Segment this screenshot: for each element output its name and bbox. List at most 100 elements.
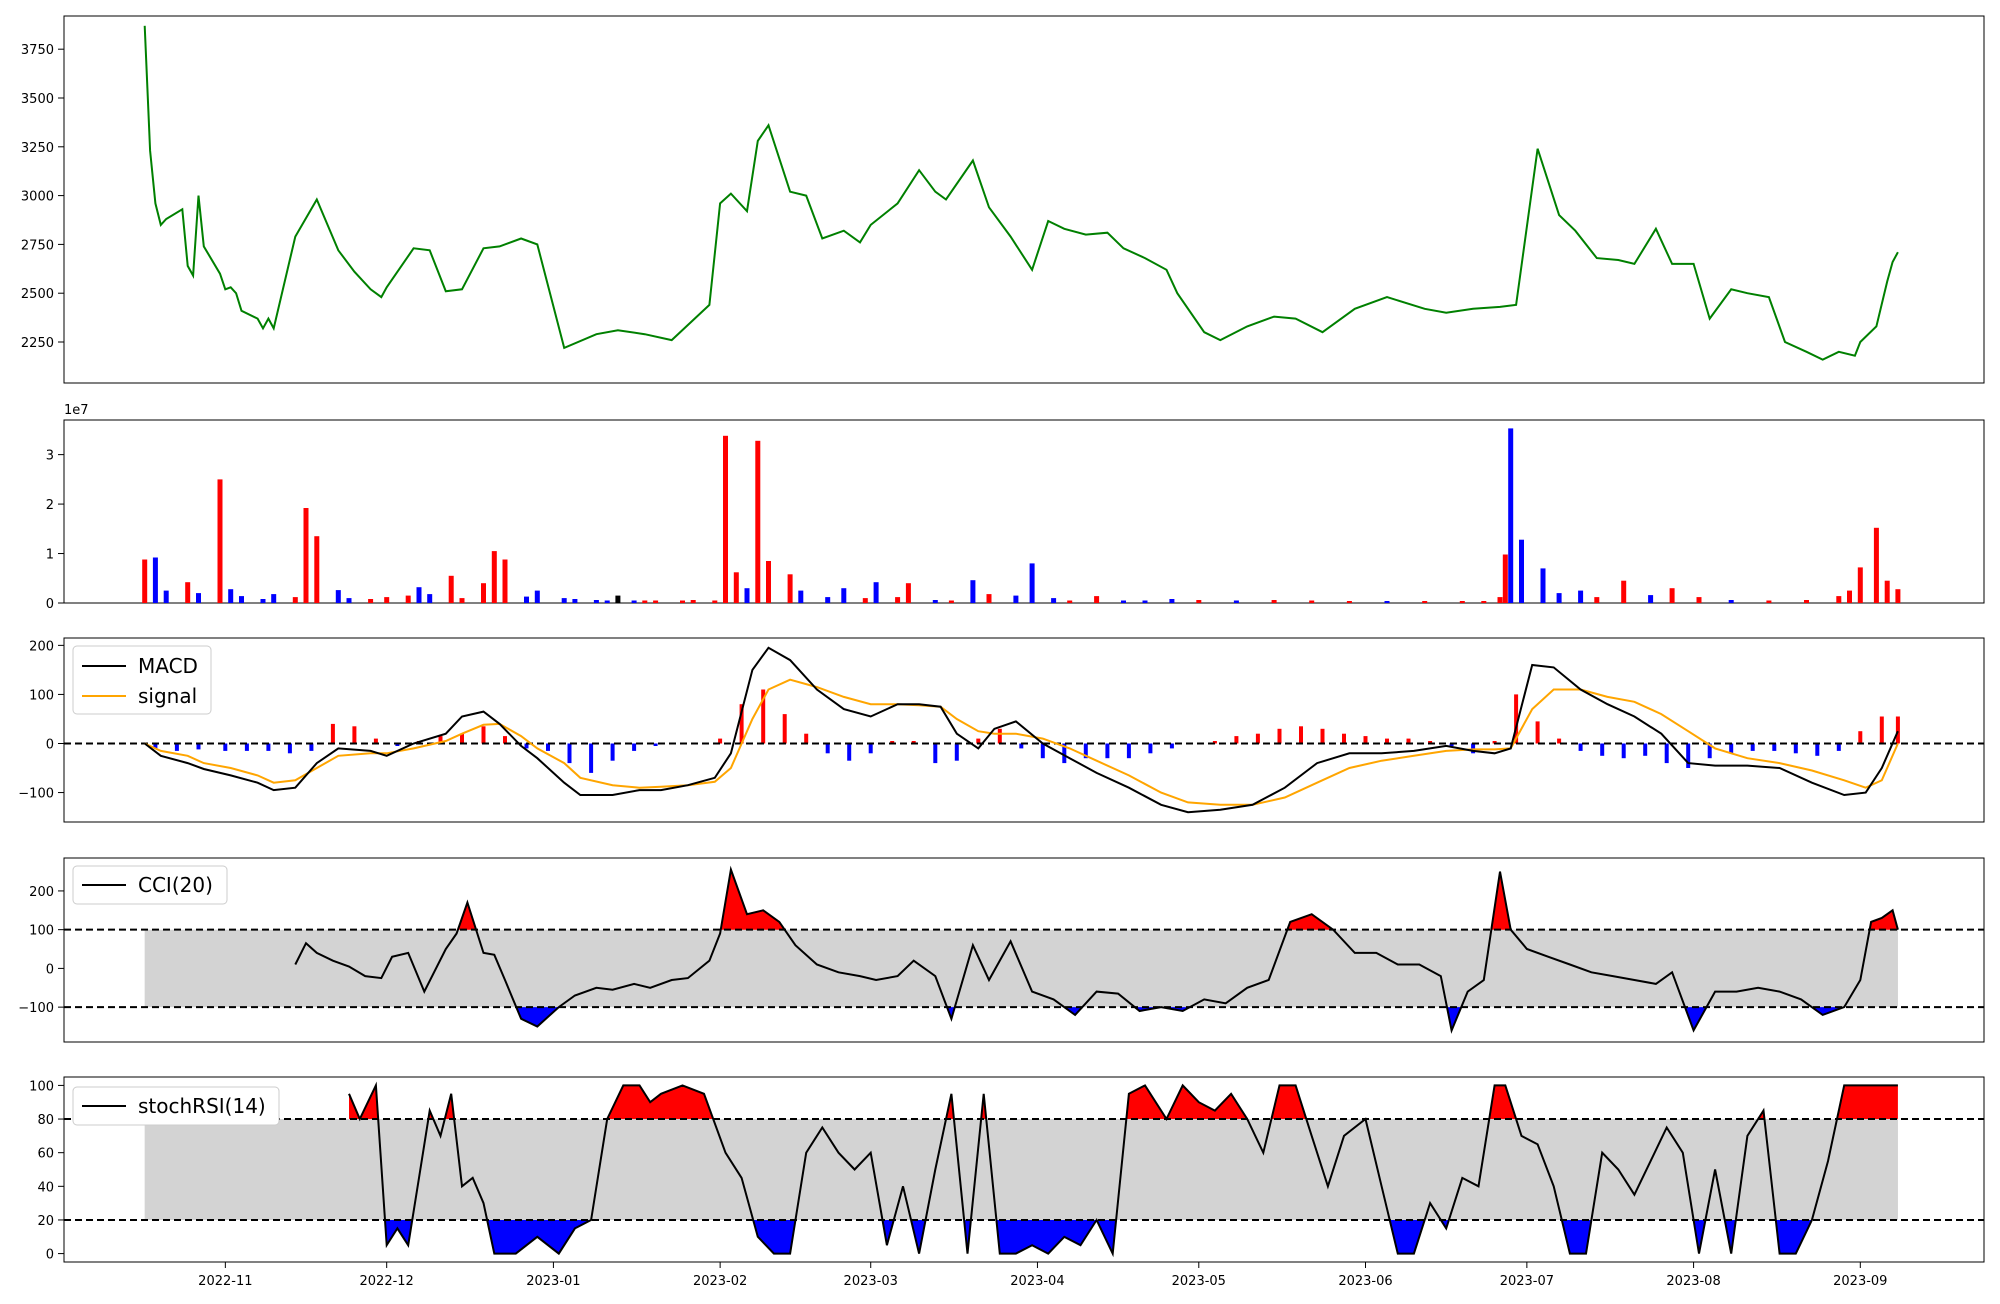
y-tick-label: 3 bbox=[46, 449, 54, 464]
macd-histogram-bar bbox=[1600, 743, 1605, 756]
stochrsi-series bbox=[64, 1081, 1984, 1258]
macd-histogram-bar bbox=[1772, 743, 1777, 751]
stochrsi-overbought-fill bbox=[1126, 1085, 1248, 1119]
cci-panel: −100 0 100 200 CCI(20) bbox=[18, 857, 1985, 1043]
cci-overbought-fill bbox=[1287, 914, 1334, 930]
macd-histogram-bar bbox=[266, 743, 271, 751]
volume-bar bbox=[1481, 601, 1487, 603]
macd-histogram-bar bbox=[1750, 743, 1755, 751]
stochrsi-oversold-fill bbox=[1693, 1220, 1706, 1254]
stochrsi-oversold-fill bbox=[487, 1220, 592, 1254]
stochrsi-axes-frame bbox=[63, 1076, 1985, 1263]
x-tick-label: 2022-12 bbox=[360, 1274, 414, 1289]
y-tick-label: 100 bbox=[29, 1079, 54, 1094]
cci-oversold-fill bbox=[516, 1007, 559, 1027]
volume-bar bbox=[1121, 600, 1126, 603]
volume-bar bbox=[561, 598, 567, 603]
signal-line bbox=[144, 678, 1899, 806]
macd-histogram-bar bbox=[1514, 694, 1519, 744]
stochrsi-oversold-fill bbox=[1775, 1220, 1812, 1254]
macd-histogram-bar bbox=[1621, 743, 1626, 759]
price-y-ticks: 2250 2500 2750 3000 3250 3500 3750 bbox=[21, 43, 64, 351]
volume-bar bbox=[163, 590, 169, 603]
macd-histogram-bar bbox=[1895, 716, 1900, 744]
volume-bar bbox=[1142, 600, 1148, 603]
volume-bar bbox=[1013, 595, 1019, 603]
volume-bar bbox=[1873, 527, 1879, 603]
volume-bar bbox=[1497, 597, 1503, 603]
y-tick-label: 1 bbox=[46, 548, 54, 563]
x-tick-label: 2023-07 bbox=[1500, 1274, 1554, 1289]
macd-histogram-bar bbox=[911, 741, 916, 744]
macd-histogram-bar bbox=[976, 738, 981, 744]
volume-bar bbox=[292, 597, 298, 603]
volume-bar bbox=[1857, 567, 1863, 603]
macd-histogram-bar bbox=[196, 743, 201, 750]
macd-histogram-bar bbox=[632, 743, 637, 751]
volume-bar bbox=[744, 588, 750, 603]
macd-histogram-bar bbox=[868, 743, 873, 754]
volume-bar bbox=[384, 597, 390, 603]
volume-bar bbox=[303, 508, 309, 603]
macd-histogram-bar bbox=[1105, 743, 1110, 759]
macd-histogram-bar bbox=[1212, 741, 1217, 744]
macd-histogram-bar bbox=[287, 743, 292, 754]
y-tick-label: 2250 bbox=[21, 336, 54, 351]
macd-histogram-bar bbox=[1836, 743, 1841, 751]
volume-bar bbox=[895, 597, 901, 603]
volume-bar bbox=[572, 599, 578, 603]
macd-histogram-bar bbox=[1449, 743, 1454, 746]
volume-bar bbox=[1766, 600, 1772, 603]
stochrsi-overbought-fill bbox=[607, 1085, 714, 1119]
volume-bar bbox=[1271, 600, 1277, 603]
macd-histogram-bar bbox=[589, 743, 594, 773]
volume-bar bbox=[948, 600, 954, 603]
macd-histogram-bar bbox=[954, 743, 959, 761]
macd-histogram-bar bbox=[481, 726, 486, 744]
volume-bar bbox=[1169, 599, 1175, 603]
volume-bar bbox=[491, 551, 497, 603]
volume-bar bbox=[787, 574, 793, 603]
macd-histogram-bar bbox=[1385, 738, 1389, 744]
macd-histogram-bar bbox=[610, 743, 615, 761]
volume-bar bbox=[196, 593, 201, 603]
macd-histogram-bar bbox=[1535, 721, 1540, 744]
y-tick-label: 80 bbox=[37, 1113, 54, 1128]
macd-histogram-bar bbox=[1019, 743, 1024, 749]
volume-bar bbox=[733, 572, 739, 603]
macd-histogram-bar bbox=[1729, 743, 1734, 754]
stochrsi-overbought-fill bbox=[1837, 1085, 1898, 1119]
macd-histogram-bar bbox=[1879, 716, 1884, 744]
y-tick-label: 2750 bbox=[21, 238, 54, 253]
volume-bar bbox=[1648, 595, 1654, 603]
volume-axes-frame bbox=[63, 419, 1985, 604]
volume-bar bbox=[1540, 568, 1546, 603]
volume-bar bbox=[712, 600, 718, 603]
cci-series bbox=[64, 865, 1984, 1034]
macd-histogram-bar bbox=[1406, 738, 1411, 744]
y-tick-label: −100 bbox=[18, 1001, 54, 1016]
stochrsi-panel: 0 20 40 60 80 100 stochRSI(14) bbox=[29, 1076, 1985, 1263]
stochrsi-y-ticks: 0 20 40 60 80 100 bbox=[29, 1079, 64, 1263]
macd-histogram-bar bbox=[503, 736, 507, 744]
macd-histogram-bar bbox=[309, 743, 314, 751]
x-tick-label: 2023-08 bbox=[1666, 1274, 1720, 1289]
macd-panel: −100 0 100 200 MACD signal bbox=[18, 637, 1985, 823]
volume-bar bbox=[970, 580, 976, 603]
volume-bar bbox=[1594, 597, 1600, 603]
stochrsi-oversold-fill bbox=[882, 1220, 894, 1246]
x-tick-label: 2023-09 bbox=[1833, 1274, 1887, 1289]
cci-axes-frame bbox=[63, 857, 1985, 1043]
stochrsi-oversold-fill bbox=[911, 1220, 926, 1254]
volume-bar bbox=[825, 597, 831, 603]
price-panel: 2250 2500 2750 3000 3250 3500 3750 bbox=[21, 15, 1985, 384]
y-tick-label: −100 bbox=[18, 787, 54, 802]
macd-histogram-bar bbox=[1299, 726, 1303, 744]
y-tick-label: 200 bbox=[29, 639, 54, 654]
cci-overbought-fill bbox=[1491, 871, 1511, 930]
stochrsi-oversold-fill bbox=[753, 1220, 796, 1254]
x-tick-label: 2022-11 bbox=[198, 1274, 252, 1289]
y-tick-label: 2500 bbox=[21, 287, 54, 302]
volume-bar bbox=[642, 600, 648, 603]
